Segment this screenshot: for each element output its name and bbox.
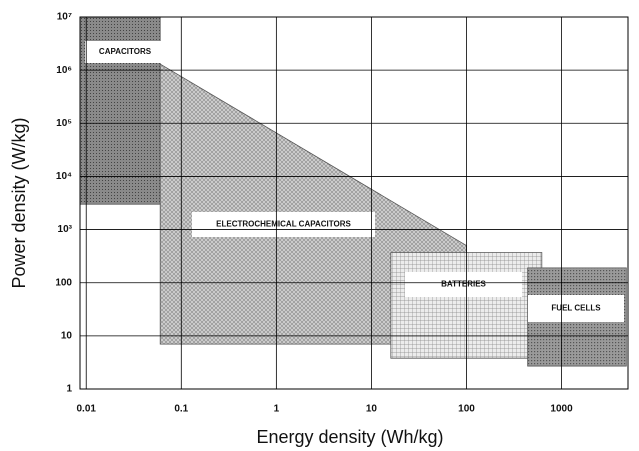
x-axis-label: Energy density (Wh/kg) [256, 427, 443, 447]
region-label-box [192, 212, 375, 237]
y-tick-label: 10 [61, 330, 73, 341]
y-tick-label: 10⁵ [56, 118, 72, 129]
region-label: FUEL CELLS [551, 304, 601, 313]
y-tick-label: 10⁶ [56, 65, 72, 76]
region-label: ELECTROCHEMICAL CAPACITORS [216, 220, 351, 229]
y-tick-label: 10³ [58, 224, 73, 235]
y-tick-label: 1 [66, 384, 72, 395]
x-tick-label: 100 [458, 404, 475, 415]
region-label: CAPACITORS [99, 47, 152, 56]
region-label-box [405, 272, 522, 297]
y-tick-label: 10⁷ [57, 12, 72, 23]
y-tick-label: 10⁴ [56, 171, 72, 182]
region-label-box [85, 41, 165, 63]
x-tick-label: 1000 [550, 404, 573, 415]
plot-frame [79, 16, 629, 390]
x-tick-label: 0.01 [76, 404, 96, 415]
region-label-box [528, 295, 624, 322]
region-label: BATTERIES [441, 280, 486, 289]
y-axis-label: Power density (W/kg) [9, 117, 29, 288]
x-tick-label: 10 [366, 404, 378, 415]
x-tick-label: 0.1 [174, 404, 188, 415]
y-tick-label: 100 [55, 277, 72, 288]
x-tick-label: 1 [274, 404, 280, 415]
